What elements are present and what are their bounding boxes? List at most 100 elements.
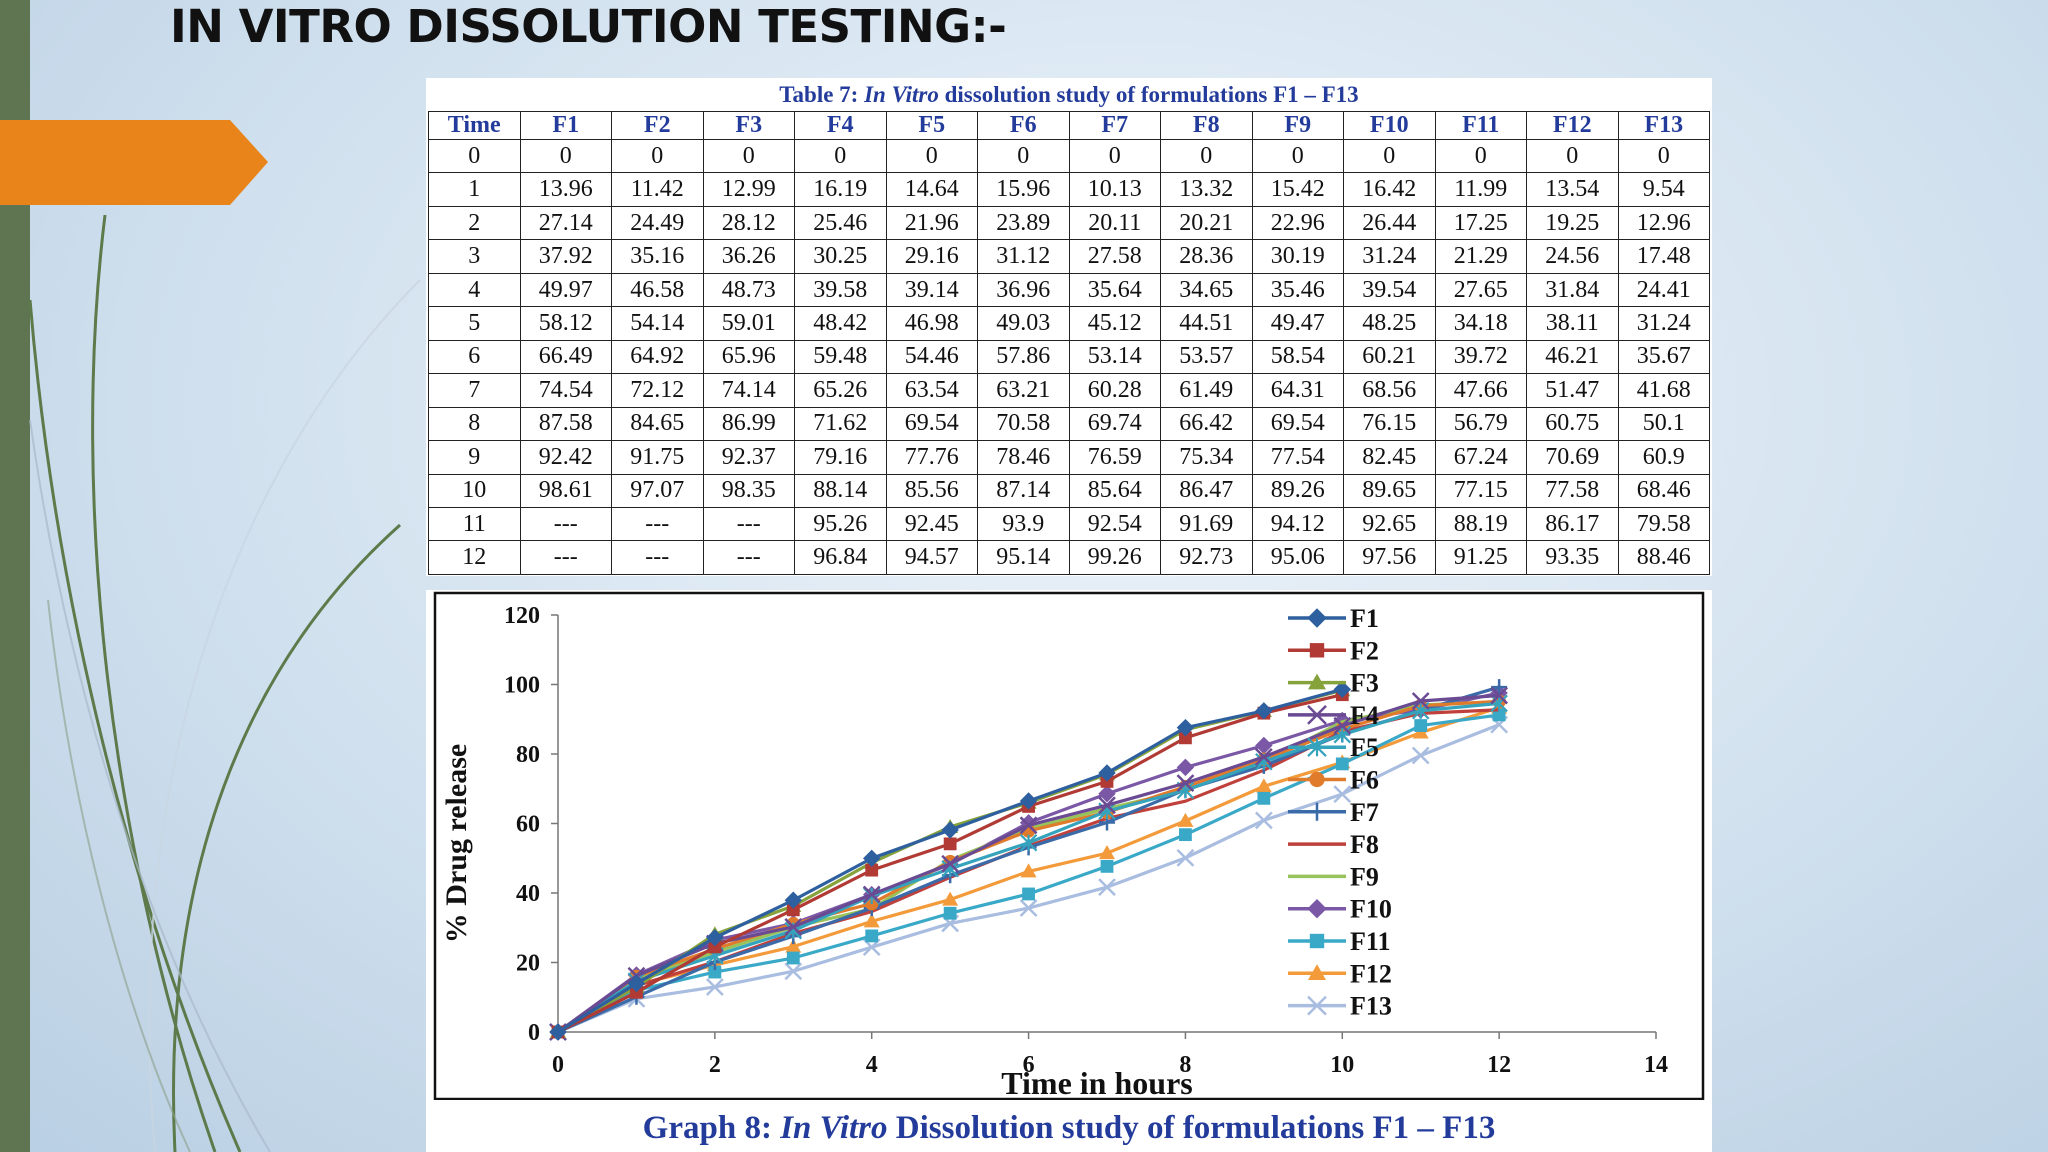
data-point-f4 — [1019, 816, 1038, 835]
y-axis-label: % Drug release — [440, 744, 473, 943]
table-cell: 77.76 — [885, 440, 978, 475]
table-row: 11 --- --- --- 95.26 92.45 93.9 92.54 91.69 94.12… — [428, 506, 1710, 542]
data-point-f4 — [1254, 748, 1273, 766]
table-cell: 92.54 — [1068, 506, 1161, 542]
y-tick-label: 0 — [528, 1020, 540, 1046]
table-cell: 17.48 — [1617, 239, 1710, 274]
table-caption-italic: In Vitro — [864, 82, 939, 107]
table-cell: 49.97 — [519, 272, 612, 308]
table-cell: 24.56 — [1526, 239, 1619, 274]
table-cell: 48.25 — [1343, 306, 1436, 341]
data-point-f11 — [865, 929, 879, 943]
data-point-f2 — [708, 940, 722, 954]
table-cell: 0 — [611, 138, 704, 174]
table-header-f5: F5 — [885, 111, 978, 140]
data-point-f2 — [943, 837, 957, 851]
x-tick-label: 8 — [1179, 1052, 1191, 1078]
data-point-f5 — [1019, 833, 1038, 852]
table-cell: 93.9 — [977, 506, 1070, 542]
table-cell: 12 — [428, 540, 521, 575]
table-cell: 72.12 — [611, 373, 704, 408]
table-cell: 51.47 — [1526, 373, 1619, 408]
table-cell: 56.79 — [1434, 406, 1527, 442]
legend-marker-f7 — [1308, 802, 1326, 821]
table-header-f3: F3 — [702, 111, 795, 140]
table-cell: 0 — [1617, 138, 1710, 174]
table-cell: 92.37 — [702, 440, 795, 475]
table-cell: 34.65 — [1160, 272, 1253, 308]
table-cell: 69.54 — [885, 406, 978, 442]
table-cell: 49.47 — [1251, 306, 1344, 341]
data-point-f13 — [784, 962, 803, 981]
y-tick-label: 120 — [504, 603, 540, 629]
legend-label-f4: F4 — [1350, 701, 1379, 730]
table-cell: 38.11 — [1526, 306, 1619, 341]
table-cell: 7 — [428, 373, 521, 408]
table-cell: 89.65 — [1343, 473, 1436, 508]
y-tick-label: 100 — [504, 673, 540, 699]
table-cell: 35.67 — [1617, 339, 1710, 375]
table-cell: 98.61 — [519, 473, 612, 508]
table-cell: 13.96 — [519, 172, 612, 207]
table-cell: 27.14 — [519, 205, 612, 241]
table-cell: 60.75 — [1526, 406, 1619, 442]
table-header-f7: F7 — [1068, 111, 1161, 140]
table-cell: 0 — [1068, 138, 1161, 174]
table-cell: 85.64 — [1068, 473, 1161, 508]
table-cell: 0 — [1434, 138, 1527, 174]
table-cell: 0 — [1251, 138, 1344, 174]
table-cell: 95.26 — [794, 506, 887, 542]
table-cell: 94.57 — [885, 540, 978, 575]
legend-label-f3: F3 — [1350, 669, 1379, 698]
data-point-f1 — [941, 821, 959, 839]
data-point-f1 — [1098, 764, 1116, 782]
table-cell: 98.35 — [702, 473, 795, 508]
table-header-f10: F10 — [1343, 111, 1436, 140]
slide-title: IN VITRO DISSOLUTION TESTING:- — [170, 0, 1007, 53]
data-point-f4 — [1098, 796, 1116, 815]
dissolution-chart-panel: 0 20 40 60 80 100 120 0 2 4 6 8 10 12 14 Time in hours%… — [426, 590, 1712, 1152]
data-point-f1 — [863, 849, 881, 868]
table-cell: 20.11 — [1068, 205, 1161, 241]
table-cell: 91.69 — [1160, 506, 1253, 542]
decorative-vines — [28, 214, 421, 1152]
data-point-f12 — [1177, 812, 1194, 827]
data-point-f13 — [1098, 878, 1116, 897]
table-cell: 11.99 — [1434, 172, 1527, 207]
legend-label-f7: F7 — [1350, 798, 1379, 827]
table-cell: 37.92 — [519, 239, 612, 274]
table-cell: 0 — [1160, 138, 1253, 174]
table-cell: 49.03 — [977, 306, 1070, 341]
data-point-f1 — [1255, 702, 1273, 720]
table-cell: 0 — [794, 138, 887, 174]
table-cell: 12.99 — [702, 172, 795, 207]
table-cell: 59.48 — [794, 339, 887, 375]
table-cell: 39.58 — [794, 272, 887, 308]
table-cell: 30.25 — [794, 239, 887, 274]
table-cell: 15.96 — [977, 172, 1070, 207]
graph-caption-prefix: Graph 8: — [642, 1110, 781, 1146]
table-cell: 58.54 — [1251, 339, 1344, 375]
data-point-f11 — [786, 951, 800, 965]
table-row: 7 74.54 72.12 74.14 65.26 63.54 63.21 60.28 61.4… — [428, 373, 1710, 408]
table-cell: 99.26 — [1068, 540, 1161, 575]
table-cell: 31.24 — [1343, 239, 1436, 274]
table-cell: 54.46 — [885, 339, 978, 375]
table-header-time: Time — [428, 111, 521, 140]
table-cell: 57.86 — [977, 339, 1070, 375]
table-cell: 74.54 — [519, 373, 612, 408]
table-cell: 54.14 — [611, 306, 704, 341]
table-header-f12: F12 — [1526, 111, 1619, 140]
graph-caption-suffix: Dissolution study of formulations F1 – F… — [887, 1110, 1496, 1146]
table-cell: 95.14 — [977, 540, 1070, 575]
data-point-f11 — [708, 965, 722, 979]
table-cell: 21.96 — [885, 205, 978, 241]
table-cell: 85.56 — [885, 473, 978, 508]
table-header-f11: F11 — [1434, 111, 1527, 140]
table-cell: 6 — [428, 339, 521, 375]
table-cell: 67.24 — [1434, 440, 1527, 475]
legend-label-f8: F8 — [1350, 830, 1379, 859]
table-cell: 31.84 — [1526, 272, 1619, 308]
graph-caption-italic: In Vitro — [780, 1110, 888, 1146]
legend-label-f11: F11 — [1350, 927, 1390, 956]
